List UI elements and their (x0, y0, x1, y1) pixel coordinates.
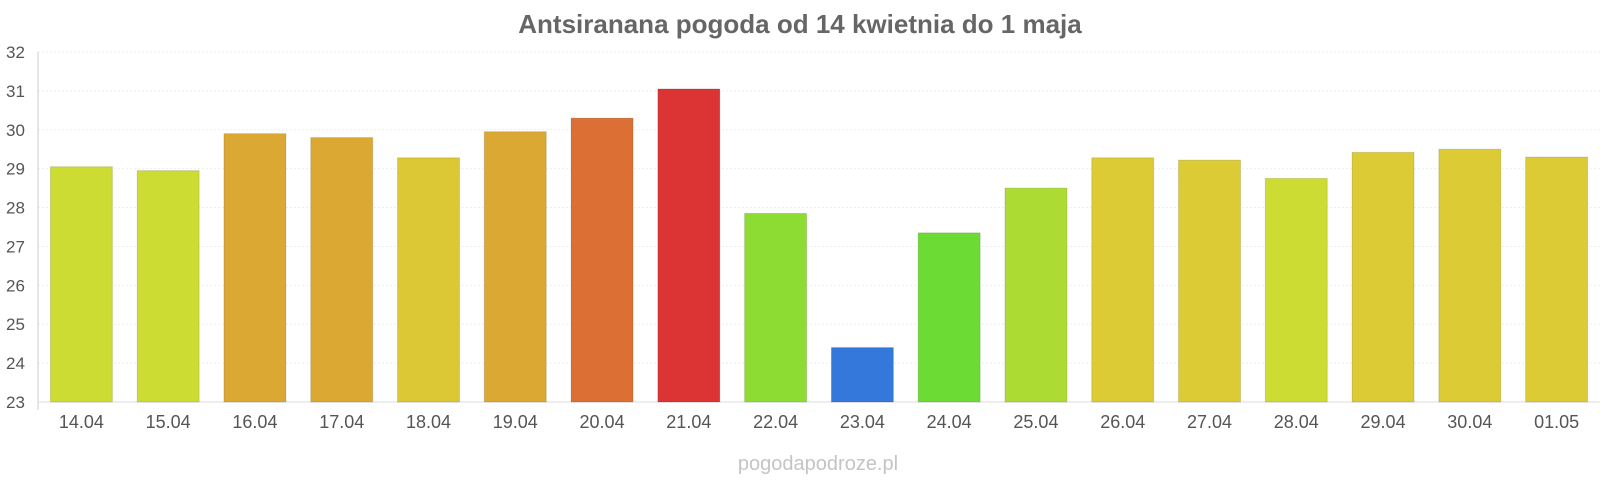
grid-lines (38, 51, 1600, 403)
bar (1004, 187, 1068, 403)
x-tick-label: 18.04 (406, 412, 451, 432)
x-tick-label: 26.04 (1100, 412, 1145, 432)
y-tick-label: 30 (6, 121, 25, 140)
bar (1438, 148, 1502, 403)
x-tick-label: 16.04 (232, 412, 277, 432)
bar (49, 166, 113, 403)
bar (830, 347, 894, 403)
x-tick-label: 29.04 (1361, 412, 1406, 432)
x-tick-label: 17.04 (319, 412, 364, 432)
bars (49, 88, 1589, 403)
x-tick-label: 30.04 (1447, 412, 1492, 432)
x-tick-label: 25.04 (1013, 412, 1058, 432)
x-tick-label: 22.04 (753, 412, 798, 432)
bar (657, 88, 721, 403)
x-tick-label: 21.04 (666, 412, 711, 432)
axis-labels: 23 24 25 26 27 28 29 30 31 32 14.04 15.04 16.04 17.04… (6, 43, 1579, 432)
x-tick-label: 24.04 (927, 412, 972, 432)
x-tick-label: 20.04 (580, 412, 625, 432)
bar (1178, 159, 1241, 403)
y-tick-label: 31 (6, 82, 25, 101)
y-tick-label: 29 (6, 160, 25, 179)
bar (223, 133, 287, 403)
y-tick-label: 23 (6, 393, 25, 412)
bar (1091, 157, 1155, 403)
x-tick-label: 14.04 (59, 412, 104, 432)
axes (37, 52, 1600, 410)
x-tick-label: 27.04 (1187, 412, 1232, 432)
x-tick-label: 01.05 (1534, 412, 1579, 432)
y-tick-label: 28 (6, 199, 25, 218)
y-tick-label: 32 (6, 43, 25, 62)
y-tick-label: 27 (6, 237, 25, 256)
bar (917, 232, 981, 403)
y-tick-label: 24 (6, 354, 25, 373)
x-tick-label: 23.04 (840, 412, 885, 432)
bar (483, 131, 547, 403)
y-tick-label: 25 (6, 315, 25, 334)
x-tick-label: 15.04 (146, 412, 191, 432)
bar (1525, 156, 1589, 403)
x-tick-label: 28.04 (1274, 412, 1319, 432)
bar (744, 212, 808, 403)
bar (397, 157, 460, 403)
x-tick-label: 19.04 (493, 412, 538, 432)
bar (136, 170, 200, 403)
bar (1264, 177, 1328, 403)
watermark: pogodapodroze.pl (738, 453, 898, 475)
chart-title: Antsiranana pogoda od 14 kwietnia do 1 m… (518, 9, 1082, 39)
bar (570, 117, 634, 403)
bar (310, 137, 374, 403)
y-tick-label: 26 (6, 276, 25, 295)
bar (1351, 151, 1415, 403)
